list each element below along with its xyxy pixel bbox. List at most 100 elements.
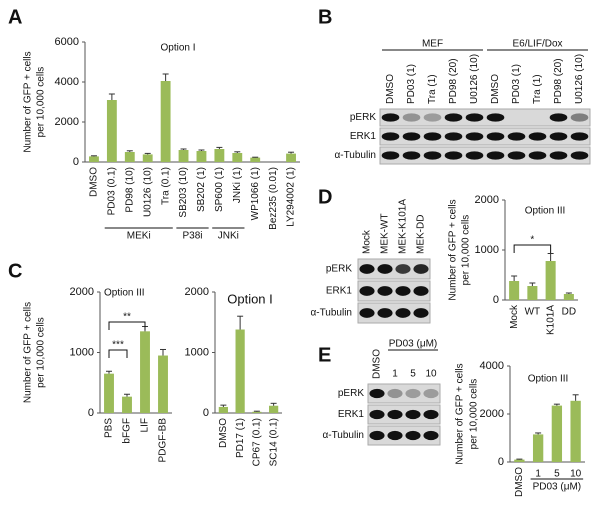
y-tick-label: 2000 [480, 408, 504, 420]
y-tick-label: 2000 [185, 286, 209, 298]
blot-band [444, 132, 463, 141]
bar [551, 405, 563, 462]
y-tick-label: 2000 [70, 286, 94, 298]
y-axis-label: Number of GFP + cells [448, 199, 459, 300]
blot-strip [357, 302, 431, 324]
y-axis-label: per 10,000 cells [461, 215, 472, 286]
group-label: PD03 (μM) [533, 482, 582, 493]
bar [178, 150, 189, 162]
bar [214, 149, 225, 162]
blot-band [402, 132, 421, 141]
chart-title: Option III [528, 374, 569, 385]
blot-band [413, 308, 429, 318]
y-tick-label: 1000 [185, 346, 209, 358]
group-label: PD03 (μM) [389, 339, 438, 350]
blot-band [465, 151, 484, 160]
lane-label: U0126 (10) [574, 54, 585, 104]
blot-strip [379, 127, 591, 146]
lane-label: 5 [410, 369, 416, 380]
blot-band [387, 430, 403, 441]
bar [124, 152, 135, 162]
x-tick-label: 1 [535, 469, 541, 480]
panel-letter: A [8, 6, 22, 28]
significance-label: *** [112, 340, 124, 351]
bar [532, 434, 544, 462]
blot-band [423, 430, 439, 441]
blot-band [570, 151, 589, 160]
bar [89, 156, 99, 162]
blot-band [549, 113, 568, 122]
x-tick-label: 10 [570, 469, 582, 480]
x-tick-label: DMSO [89, 167, 100, 197]
x-tick-label: Mock [509, 304, 520, 329]
blot-band [528, 132, 547, 141]
blot-band [423, 132, 442, 141]
lane-label: 1 [392, 369, 398, 380]
group-label: P38i [182, 231, 202, 242]
bar [252, 411, 262, 413]
blot-band [528, 151, 547, 160]
group-label: JNKi [218, 231, 239, 242]
x-tick-label: PDGF-BB [158, 418, 169, 463]
x-tick-label: PD03 (0.1) [107, 167, 118, 215]
blot-band [402, 113, 421, 122]
blot-band [486, 132, 505, 141]
bar [514, 459, 525, 462]
blot-band [395, 308, 411, 318]
y-tick-label: 4000 [55, 76, 79, 88]
significance-bracket [108, 321, 146, 330]
x-tick-label: LY294002 (1) [286, 167, 297, 227]
chart-title: Option I [227, 291, 273, 306]
blot-strip [379, 146, 591, 165]
blot-band [359, 308, 375, 318]
row-label: ERK1 [338, 409, 365, 420]
blot-band [377, 308, 393, 318]
blot-band [423, 388, 439, 399]
blot-band [507, 132, 526, 141]
group-label: MEF [422, 39, 443, 50]
blot-band [405, 388, 421, 399]
y-axis-label: per 10,000 cells [36, 317, 47, 388]
bar [509, 281, 520, 300]
panel-letter: C [8, 260, 22, 282]
y-axis-label: Number of GFP + cells [23, 302, 34, 403]
bar [235, 329, 245, 413]
blot-band [570, 113, 589, 122]
x-tick-label: PD98 (10) [124, 167, 135, 213]
y-axis-label: Number of GFP + cells [23, 51, 34, 152]
significance-bracket [108, 349, 128, 358]
blot-band [395, 286, 411, 296]
x-tick-label: JNKi (1) [232, 167, 243, 203]
blot-band [359, 286, 375, 296]
bar [563, 294, 574, 300]
lane-label: DMSO [372, 349, 383, 379]
bar [218, 406, 228, 413]
chart-title: Option III [104, 288, 145, 299]
y-axis-label: per 10,000 cells [36, 67, 47, 138]
bar [527, 286, 538, 300]
row-label: α-Tubulin [310, 308, 352, 319]
bar [269, 405, 279, 413]
blot-band [413, 286, 429, 296]
lane-label: Mock [362, 229, 373, 254]
x-tick-label: 5 [554, 469, 560, 480]
x-tick-label: DMSO [514, 467, 525, 497]
blot-band [377, 264, 393, 274]
blot-band [549, 151, 568, 160]
lane-label: Tra (1) [532, 74, 543, 104]
blot-strip [367, 404, 441, 425]
lane-label: MEK-WT [380, 213, 391, 254]
blot-band [423, 151, 442, 160]
bar [286, 153, 296, 162]
blot-band [381, 113, 400, 122]
lane-label: DMSO [490, 74, 501, 104]
significance-bracket [513, 244, 552, 253]
bar [142, 154, 153, 162]
y-tick-label: 0 [498, 456, 504, 468]
y-tick-label: 0 [493, 294, 499, 306]
lane-label: U0126 (10) [469, 54, 480, 104]
blot-band [465, 113, 484, 122]
x-tick-label: Bez235 (0.01) [268, 167, 279, 230]
x-tick-label: U0126 (10) [142, 167, 153, 217]
y-tick-label: 2000 [55, 116, 79, 128]
